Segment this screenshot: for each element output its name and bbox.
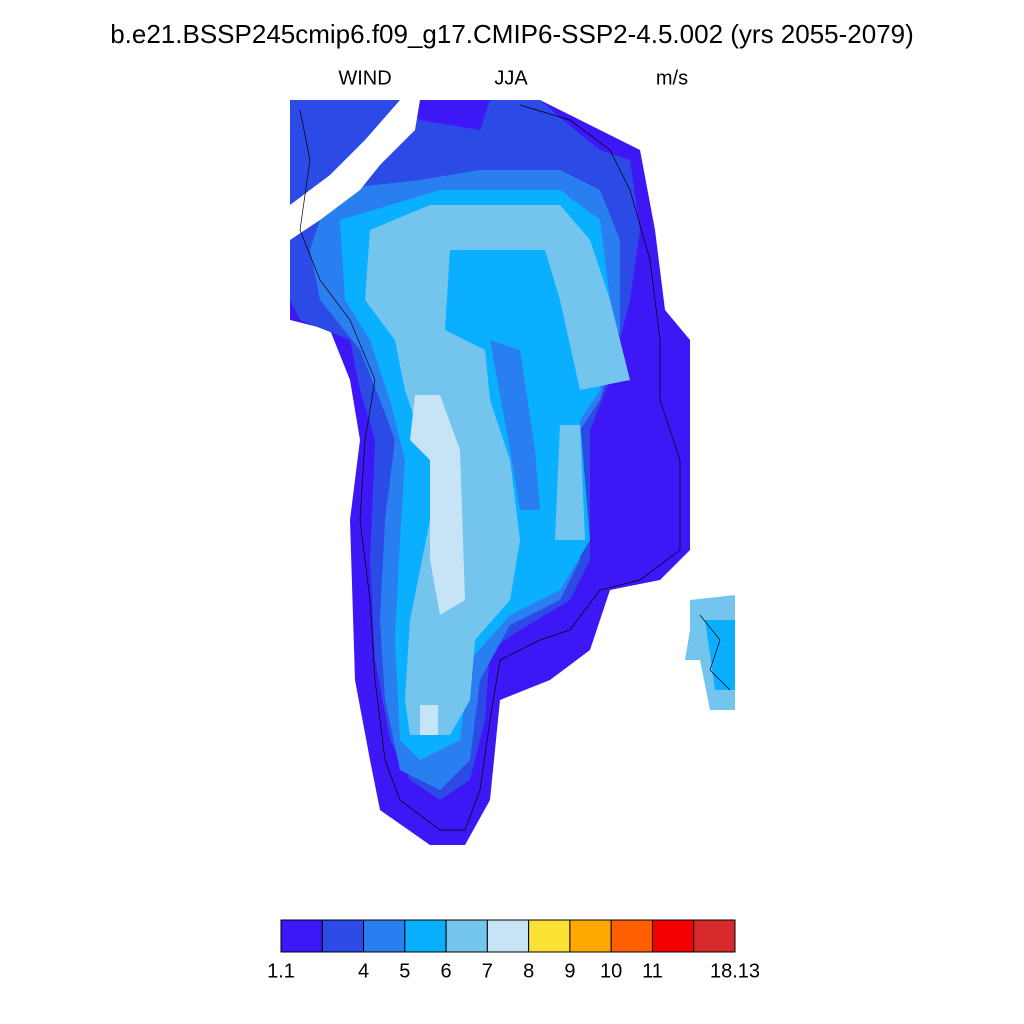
colorbar-box (363, 919, 406, 953)
colorbar: 1.1 4 5 6 7 8 9 10 11 18.13 (267, 919, 760, 982)
colorbar-box (693, 919, 736, 953)
colorbar-label: 11 (642, 960, 663, 982)
title: b.e21.BSSP245cmip6.f09_g17.CMIP6-SSP2-4.… (110, 19, 914, 49)
coastline (299, 104, 731, 831)
colorbar-box (610, 919, 653, 953)
colorbar-box (404, 919, 447, 953)
colorbar-box (280, 919, 323, 953)
colorbar-label: 7 (482, 960, 493, 982)
colorbar-box (486, 919, 530, 953)
colorbar-box (445, 919, 488, 953)
map-region (420, 705, 438, 735)
colorbar-label: 10 (600, 960, 622, 982)
map (290, 100, 735, 845)
colorbar-box (651, 919, 695, 953)
colorbar-label: 18.13 (710, 960, 760, 982)
map-gap (290, 100, 420, 240)
colorbar-label: 9 (564, 960, 575, 982)
units-label: m/s (656, 67, 688, 89)
colorbar-label: 5 (399, 960, 410, 982)
colorbar-box (321, 919, 365, 953)
colorbar-label: 8 (523, 960, 534, 982)
colorbar-box (528, 919, 571, 953)
colorbar-label: 1.1 (267, 960, 295, 982)
map-region (410, 395, 465, 615)
map-region (490, 340, 540, 510)
map-region (365, 205, 630, 735)
map-region (555, 425, 585, 540)
colorbar-label: 4 (358, 960, 369, 982)
colorbar-box (569, 919, 612, 953)
colorbar-label: 6 (441, 960, 452, 982)
season-label: JJA (494, 67, 528, 89)
variable-label: WIND (338, 67, 391, 89)
